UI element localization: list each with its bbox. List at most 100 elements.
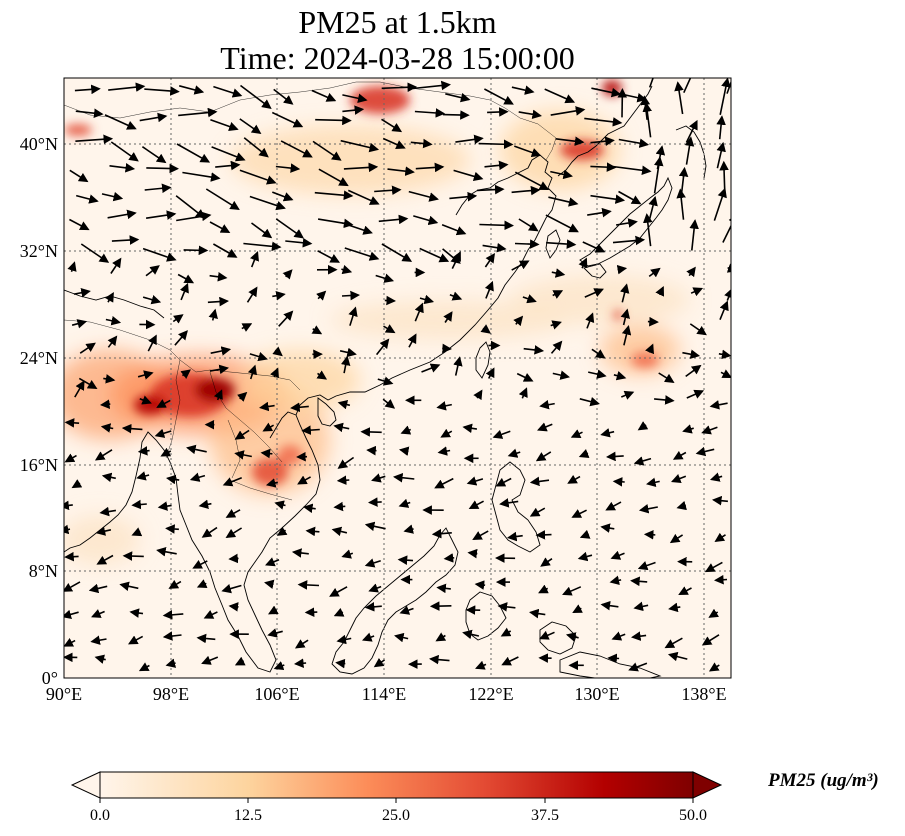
wind-arrow (646, 477, 660, 487)
wind-arrow (139, 395, 152, 405)
wind-arrow (537, 422, 553, 432)
wind-arrow (312, 140, 342, 161)
wind-arrow (234, 450, 252, 460)
wind-arrow (585, 312, 595, 329)
wind-arrow (271, 111, 304, 128)
wind-arrow (104, 114, 137, 130)
wind-arrow (381, 82, 418, 93)
wind-arrow (79, 342, 96, 354)
wind-arrow (262, 422, 274, 432)
wind-arrow (718, 349, 731, 360)
wind-arrow (600, 523, 615, 533)
wind-arrow (403, 524, 414, 534)
wind-arrow (434, 477, 454, 489)
wind-arrow (686, 266, 696, 278)
wind-arrow (529, 507, 546, 517)
wind-arrow (590, 136, 615, 146)
wind-arrow (294, 639, 309, 649)
lon-tick-label: 138°E (681, 684, 726, 704)
wind-arrow (96, 554, 114, 565)
wind-arrow (267, 628, 283, 638)
wind-arrow (648, 78, 654, 88)
wind-arrow (421, 363, 441, 373)
wind-arrow (468, 500, 484, 510)
wind-arrow (239, 118, 262, 135)
wind-arrow (272, 346, 283, 357)
wind-arrow (618, 138, 650, 148)
wind-arrow (239, 169, 277, 185)
wind-arrow (64, 453, 77, 463)
wind-arrow (137, 370, 154, 380)
wind-arrow (394, 632, 409, 643)
wind-arrow (529, 608, 546, 619)
wind-arrow (462, 629, 480, 640)
wind-arrow (336, 475, 350, 486)
wind-arrow (243, 137, 269, 158)
colorbar-min-extension (70, 771, 101, 799)
wind-arrow (523, 345, 545, 355)
wind-arrow (196, 633, 216, 644)
wind-arrow (387, 166, 415, 176)
wind-arrow (399, 446, 410, 456)
colorbar-max-extension (692, 771, 723, 799)
wind-arrow (487, 107, 509, 117)
wind-arrow (484, 160, 509, 171)
wind-arrow (213, 85, 243, 98)
wind-arrow (397, 555, 414, 565)
wind-arrow (156, 399, 171, 408)
wind-arrow (584, 288, 604, 298)
wind-arrow (196, 579, 208, 588)
wind-arrow (645, 343, 654, 355)
lon-tick-label: 90°E (46, 684, 82, 704)
wind-arrow (101, 191, 124, 202)
wind-arrow (701, 425, 718, 435)
wind-arrow (108, 82, 146, 92)
wind-arrow (437, 446, 451, 456)
wind-arrow (344, 247, 380, 261)
wind-arrow (274, 500, 286, 510)
wind-arrow (633, 601, 649, 612)
wind-arrow (74, 380, 85, 398)
wind-arrow (71, 479, 83, 489)
wind-arrow (630, 576, 648, 587)
wind-arrow (480, 324, 491, 334)
wind-arrow (685, 364, 702, 378)
wind-arrow (550, 106, 586, 116)
wind-arrow (178, 85, 205, 95)
wind-arrow (305, 526, 320, 537)
wind-arrow (518, 109, 542, 120)
wind-arrow (290, 402, 309, 413)
wind-arrow (378, 214, 409, 225)
wind-arrow (221, 583, 242, 594)
wind-arrow (297, 580, 320, 590)
wind-arrow (716, 141, 726, 169)
wind-arrow (105, 316, 122, 326)
wind-arrow (484, 280, 494, 299)
wind-arrow (174, 330, 188, 346)
wind-arrow (100, 423, 114, 433)
wind-arrow (709, 472, 723, 482)
wind-arrow (272, 191, 294, 202)
wind-arrow (655, 285, 665, 297)
wind-arrow (374, 185, 402, 196)
wind-arrow (337, 456, 355, 469)
wind-arrow (273, 661, 285, 671)
wind-arrow (336, 634, 352, 645)
wind-arrow (726, 263, 731, 273)
wind-arrow (110, 141, 139, 162)
lat-tick-label: 16°N (20, 455, 58, 475)
wind-arrow (94, 654, 106, 664)
wind-arrow (64, 637, 76, 647)
wind-arrow (584, 117, 623, 127)
wind-arrow (145, 210, 177, 220)
wind-arrow (215, 160, 241, 171)
wind-arrow (203, 610, 218, 619)
coastlines (64, 85, 707, 678)
wind-arrow (341, 549, 354, 559)
wind-arrow (311, 325, 323, 335)
wind-arrow (75, 108, 104, 118)
wind-arrow (671, 474, 687, 483)
wind-arrow (484, 88, 514, 105)
wind-arrow (74, 84, 101, 95)
wind-arrow (318, 168, 349, 187)
